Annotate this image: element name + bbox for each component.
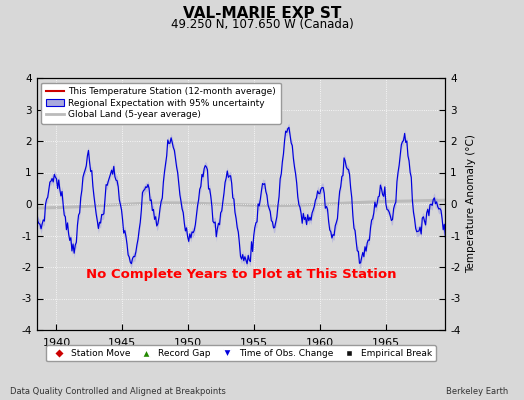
Legend: Station Move, Record Gap, Time of Obs. Change, Empirical Break: Station Move, Record Gap, Time of Obs. C…: [46, 345, 436, 362]
Text: 1945: 1945: [108, 338, 137, 348]
Legend: This Temperature Station (12-month average), Regional Expectation with 95% uncer: This Temperature Station (12-month avera…: [41, 82, 280, 124]
Text: 1950: 1950: [174, 338, 202, 348]
Text: 1940: 1940: [42, 338, 71, 348]
Y-axis label: Temperature Anomaly (°C): Temperature Anomaly (°C): [466, 134, 476, 274]
Text: Berkeley Earth: Berkeley Earth: [446, 387, 508, 396]
Text: 1965: 1965: [372, 338, 400, 348]
Text: 1960: 1960: [306, 338, 334, 348]
Text: Data Quality Controlled and Aligned at Breakpoints: Data Quality Controlled and Aligned at B…: [10, 387, 226, 396]
Text: 1955: 1955: [240, 338, 268, 348]
Text: 49.250 N, 107.650 W (Canada): 49.250 N, 107.650 W (Canada): [171, 18, 353, 31]
Text: No Complete Years to Plot at This Station: No Complete Years to Plot at This Statio…: [86, 268, 396, 281]
Text: VAL-MARIE EXP ST: VAL-MARIE EXP ST: [183, 6, 341, 21]
